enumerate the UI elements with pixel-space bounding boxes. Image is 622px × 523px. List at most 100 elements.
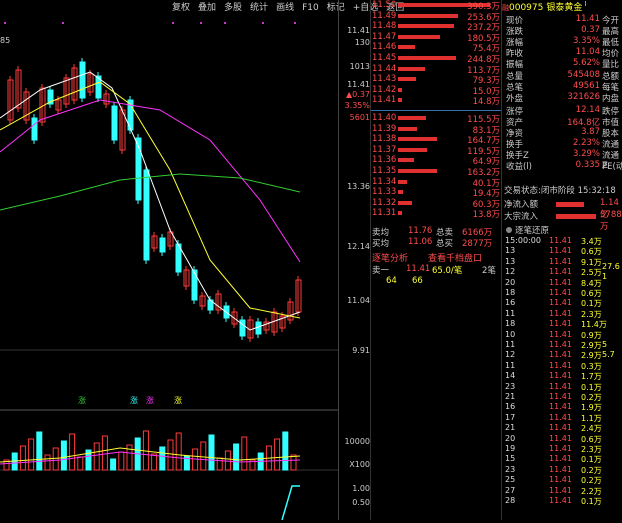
volume-bar bbox=[274, 438, 281, 471]
tick-row: 28 11.41 0.1万 bbox=[505, 496, 622, 506]
tick-row: 10 11.41 0.9万 bbox=[505, 330, 622, 340]
tick-row: 14 11.41 1.7万 bbox=[505, 371, 622, 381]
toolbar-item[interactable]: 统计 bbox=[250, 3, 269, 13]
tick-time: 19 bbox=[505, 444, 516, 453]
indicator-label: 涨 bbox=[130, 395, 138, 405]
price-axis-label: 11.04 bbox=[347, 296, 370, 305]
orderbook-bid-row[interactable]: 11.37 119.5万 bbox=[370, 145, 502, 157]
orderbook-divider bbox=[370, 110, 502, 111]
tick-row: 17 11.41 1.1万 bbox=[505, 413, 622, 423]
tick-time: 10 bbox=[505, 329, 516, 339]
tick-row: 12 11.41 2.5万 bbox=[505, 267, 622, 277]
tick-price: 11.41 bbox=[549, 381, 572, 391]
ask-volume-bar bbox=[398, 13, 458, 18]
orderbook-bid-row[interactable]: 11.36 64.9万 bbox=[370, 155, 502, 167]
tick-price: 11.41 bbox=[549, 423, 572, 433]
toolbar-item[interactable]: 叠加 bbox=[198, 3, 217, 13]
tick-volume: 2.3万 bbox=[581, 309, 602, 319]
orderbook-sell1-label: 卖一 bbox=[372, 266, 390, 276]
volume-bar bbox=[216, 457, 223, 471]
tick-price: 11.41 bbox=[549, 360, 572, 370]
info-label-right: 市值 bbox=[602, 117, 620, 128]
orderbook-ask-row[interactable]: 11.46 75.4万 bbox=[370, 42, 502, 54]
orderbook-bid-row[interactable]: 11.39 83.1万 bbox=[370, 124, 502, 136]
tick-row: 18 11.41 0.6万 bbox=[505, 288, 622, 298]
volume-bar bbox=[175, 432, 182, 471]
orderbook-ask-row[interactable]: 11.42 15.0万 bbox=[370, 85, 502, 97]
tick-volume: 2.9万 bbox=[581, 341, 602, 350]
toolbar-item[interactable]: 复权 bbox=[172, 3, 191, 13]
indicator-line bbox=[281, 485, 300, 521]
tick-price: 11.41 bbox=[549, 256, 572, 266]
orderbook-bid-row[interactable]: 11.33 19.4万 bbox=[370, 187, 502, 199]
volume-bar bbox=[200, 441, 207, 471]
kline-chart[interactable]: 涨涨涨涨 bbox=[0, 0, 372, 521]
orderbook-bid-row[interactable]: 11.34 40.1万 bbox=[370, 177, 502, 189]
block-flow-label: 大宗流入 bbox=[504, 212, 539, 222]
tick-volume: 2.4万 bbox=[581, 424, 602, 434]
bid-volume-bar bbox=[398, 190, 403, 195]
ask-volume: 180.5万 bbox=[467, 33, 500, 44]
tick-time: 11 bbox=[505, 308, 516, 318]
tick-row: 11 11.41 2.9万 bbox=[505, 340, 622, 350]
orderbook-ask-row[interactable]: 11.49 253.6万 bbox=[370, 11, 502, 23]
tick-time: 17 bbox=[505, 412, 516, 422]
price-axis-label: 11.41 bbox=[347, 26, 370, 35]
ma5-line bbox=[0, 71, 301, 331]
toolbar-item[interactable]: F10 bbox=[302, 3, 319, 13]
netflow-label: 净流入额 bbox=[504, 200, 539, 210]
tick-time: 20 bbox=[505, 433, 516, 443]
analysis-tab[interactable]: 逐笔分析 bbox=[372, 254, 409, 264]
volume-bar bbox=[69, 433, 76, 471]
volume-bar bbox=[282, 431, 289, 471]
orderbook-ask-row[interactable]: 11.44 113.7万 bbox=[370, 64, 502, 76]
toolbar-item[interactable]: +自选 bbox=[352, 3, 379, 13]
ma20-line bbox=[0, 99, 301, 263]
tick-volume: 0.6万 bbox=[581, 247, 602, 257]
ask-price: 11.47 bbox=[372, 31, 397, 42]
orderbook-ask-row[interactable]: 11.47 180.5万 bbox=[370, 31, 502, 44]
kline-svg[interactable]: 涨涨涨涨 bbox=[0, 0, 338, 521]
orderbook-bid-row[interactable]: 11.32 60.3万 bbox=[370, 198, 502, 210]
orderbook-avg-bid: 11.06 bbox=[408, 237, 433, 247]
volume-bar bbox=[28, 438, 35, 471]
toolbar-item[interactable]: 画线 bbox=[276, 3, 295, 13]
view-depth-link[interactable]: 查看千档盘口 bbox=[428, 254, 483, 264]
orderbook-ask-row[interactable]: 11.50 390.3万 bbox=[370, 0, 502, 12]
orderbook-ask-row[interactable]: 11.45 244.8万 bbox=[370, 53, 502, 65]
tick-restore-toggle[interactable]: 逐笔还原 bbox=[506, 224, 549, 236]
ask-volume-bar bbox=[398, 66, 425, 71]
info-value: 5.62% bbox=[572, 58, 600, 69]
bid-volume: 40.1万 bbox=[472, 178, 500, 189]
orderbook-avg-bid-label: 买均 bbox=[372, 239, 390, 249]
volume-bar bbox=[249, 459, 256, 471]
trade-status-label: 交易状态: bbox=[504, 186, 541, 196]
tick-volume: 0.6万 bbox=[581, 289, 602, 298]
orderbook-bid-row[interactable]: 11.35 163.2万 bbox=[370, 166, 502, 178]
orderbook-bid-row[interactable]: 11.31 13.8万 bbox=[370, 208, 502, 221]
orderbook-bid-row[interactable]: 11.40 115.5万 bbox=[370, 113, 502, 125]
toolbar-item[interactable]: 返回 bbox=[386, 3, 405, 13]
ask-volume-bar bbox=[398, 56, 456, 60]
volume-bar bbox=[85, 449, 92, 471]
volume-bar bbox=[167, 439, 174, 471]
toolbar-item[interactable]: 标记 bbox=[326, 3, 345, 13]
candle-body bbox=[199, 295, 206, 307]
tick-row: 19 11.41 2.3万 bbox=[505, 444, 622, 454]
info-value: 49561 bbox=[572, 80, 600, 91]
candle-body bbox=[119, 109, 126, 151]
info-value: 0.335 bbox=[575, 160, 600, 171]
candle-body bbox=[31, 117, 38, 141]
info-label: 换手 bbox=[506, 140, 524, 151]
info-label: 总量 bbox=[506, 71, 524, 82]
bid-volume-bar bbox=[398, 200, 412, 205]
tick-volume: 11.4万 bbox=[581, 320, 607, 330]
orderbook-ask-row[interactable]: 11.48 237.2万 bbox=[370, 21, 502, 33]
tick-volume: 0.3万 bbox=[581, 361, 602, 371]
orderbook-bid-row[interactable]: 11.38 164.7万 bbox=[370, 134, 502, 146]
info-row: 涨停 12.14 跌停 bbox=[506, 105, 622, 117]
orderbook-ask-row[interactable]: 11.41 14.8万 bbox=[370, 95, 502, 107]
bid-volume: 13.8万 bbox=[472, 210, 500, 221]
orderbook-ask-row[interactable]: 11.43 79.3万 bbox=[370, 74, 502, 86]
toolbar-item[interactable]: 多股 bbox=[224, 3, 243, 13]
